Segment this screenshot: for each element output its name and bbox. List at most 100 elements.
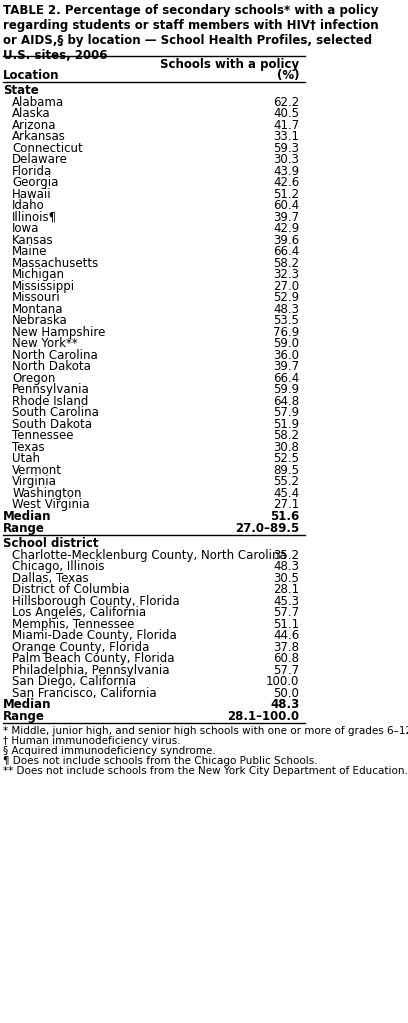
Text: ¶ Does not include schools from the Chicago Public Schools.: ¶ Does not include schools from the Chic… <box>3 756 318 766</box>
Text: 30.5: 30.5 <box>273 572 299 585</box>
Text: 66.4: 66.4 <box>273 246 299 259</box>
Text: Alaska: Alaska <box>12 107 51 121</box>
Text: Orange County, Florida: Orange County, Florida <box>12 641 150 654</box>
Text: 33.1: 33.1 <box>273 131 299 143</box>
Text: 44.6: 44.6 <box>273 629 299 642</box>
Text: West Virginia: West Virginia <box>12 498 90 512</box>
Text: 48.3: 48.3 <box>273 561 299 574</box>
Text: Median: Median <box>3 699 51 712</box>
Text: 60.4: 60.4 <box>273 199 299 213</box>
Text: 100.0: 100.0 <box>266 675 299 688</box>
Text: 59.3: 59.3 <box>273 142 299 155</box>
Text: Philadelphia, Pennsylvania: Philadelphia, Pennsylvania <box>12 664 170 677</box>
Text: Dallas, Texas: Dallas, Texas <box>12 572 89 585</box>
Text: 39.6: 39.6 <box>273 234 299 247</box>
Text: Miami-Dade County, Florida: Miami-Dade County, Florida <box>12 629 177 642</box>
Text: San Diego, California: San Diego, California <box>12 675 136 688</box>
Text: Tennessee: Tennessee <box>12 430 74 443</box>
Text: 27.0–89.5: 27.0–89.5 <box>235 522 299 535</box>
Text: 37.8: 37.8 <box>273 641 299 654</box>
Text: New Hampshire: New Hampshire <box>12 326 106 339</box>
Text: New York**: New York** <box>12 338 78 351</box>
Text: Florida: Florida <box>12 165 53 178</box>
Text: Connecticut: Connecticut <box>12 142 83 155</box>
Text: Washington: Washington <box>12 487 82 500</box>
Text: 64.8: 64.8 <box>273 395 299 408</box>
Text: Charlotte-Mecklenburg County, North Carolina: Charlotte-Mecklenburg County, North Caro… <box>12 549 287 562</box>
Text: Kansas: Kansas <box>12 234 54 247</box>
Text: Oregon: Oregon <box>12 372 56 385</box>
Text: 66.4: 66.4 <box>273 372 299 385</box>
Text: Hawaii: Hawaii <box>12 188 52 201</box>
Text: 30.3: 30.3 <box>273 153 299 167</box>
Text: Vermont: Vermont <box>12 464 62 477</box>
Text: Massachusetts: Massachusetts <box>12 257 100 270</box>
Text: 52.5: 52.5 <box>273 452 299 465</box>
Text: 89.5: 89.5 <box>273 464 299 477</box>
Text: Palm Beach County, Florida: Palm Beach County, Florida <box>12 653 175 666</box>
Text: 62.2: 62.2 <box>273 96 299 109</box>
Text: 30.8: 30.8 <box>273 441 299 454</box>
Text: 28.1: 28.1 <box>273 583 299 596</box>
Text: School district: School district <box>3 537 99 550</box>
Text: 59.9: 59.9 <box>273 384 299 397</box>
Text: Pennsylvania: Pennsylvania <box>12 384 90 397</box>
Text: Los Angeles, California: Los Angeles, California <box>12 607 146 620</box>
Text: 48.3: 48.3 <box>270 699 299 712</box>
Text: 57.9: 57.9 <box>273 406 299 419</box>
Text: Arkansas: Arkansas <box>12 131 66 143</box>
Text: 41.7: 41.7 <box>273 119 299 132</box>
Text: South Carolina: South Carolina <box>12 406 99 419</box>
Text: 51.2: 51.2 <box>273 188 299 201</box>
Text: 28.1–100.0: 28.1–100.0 <box>227 711 299 723</box>
Text: * Middle, junior high, and senior high schools with one or more of grades 6–12.: * Middle, junior high, and senior high s… <box>3 726 408 737</box>
Text: South Dakota: South Dakota <box>12 418 92 431</box>
Text: (%): (%) <box>277 69 299 82</box>
Text: State: State <box>3 84 39 97</box>
Text: Virginia: Virginia <box>12 476 57 489</box>
Text: 39.7: 39.7 <box>273 360 299 373</box>
Text: 51.9: 51.9 <box>273 418 299 431</box>
Text: Location: Location <box>3 69 60 82</box>
Text: 45.3: 45.3 <box>273 595 299 608</box>
Text: Texas: Texas <box>12 441 45 454</box>
Text: Range: Range <box>3 711 45 723</box>
Text: † Human immunodeficiency virus.: † Human immunodeficiency virus. <box>3 737 181 747</box>
Text: 27.1: 27.1 <box>273 498 299 512</box>
Text: Rhode Island: Rhode Island <box>12 395 89 408</box>
Text: 58.2: 58.2 <box>273 257 299 270</box>
Text: Missouri: Missouri <box>12 292 61 305</box>
Text: Utah: Utah <box>12 452 40 465</box>
Text: 43.9: 43.9 <box>273 165 299 178</box>
Text: 42.6: 42.6 <box>273 177 299 189</box>
Text: TABLE 2. Percentage of secondary schools* with a policy
regarding students or st: TABLE 2. Percentage of secondary schools… <box>3 4 379 62</box>
Text: Mississippi: Mississippi <box>12 280 75 293</box>
Text: 57.7: 57.7 <box>273 607 299 620</box>
Text: 42.9: 42.9 <box>273 222 299 235</box>
Text: Alabama: Alabama <box>12 96 64 109</box>
Text: North Carolina: North Carolina <box>12 349 98 362</box>
Text: 40.5: 40.5 <box>273 107 299 121</box>
Text: 45.4: 45.4 <box>273 487 299 500</box>
Text: Arizona: Arizona <box>12 119 57 132</box>
Text: Maine: Maine <box>12 246 48 259</box>
Text: North Dakota: North Dakota <box>12 360 91 373</box>
Text: Georgia: Georgia <box>12 177 59 189</box>
Text: 76.9: 76.9 <box>273 326 299 339</box>
Text: Memphis, Tennessee: Memphis, Tennessee <box>12 618 135 631</box>
Text: 39.7: 39.7 <box>273 211 299 224</box>
Text: Montana: Montana <box>12 303 64 316</box>
Text: 51.6: 51.6 <box>270 510 299 523</box>
Text: Schools with a policy: Schools with a policy <box>160 58 299 71</box>
Text: District of Columbia: District of Columbia <box>12 583 130 596</box>
Text: 57.7: 57.7 <box>273 664 299 677</box>
Text: 60.8: 60.8 <box>273 653 299 666</box>
Text: 58.2: 58.2 <box>273 430 299 443</box>
Text: 27.0: 27.0 <box>273 280 299 293</box>
Text: § Acquired immunodeficiency syndrome.: § Acquired immunodeficiency syndrome. <box>3 747 216 756</box>
Text: 59.0: 59.0 <box>273 338 299 351</box>
Text: Michigan: Michigan <box>12 268 65 281</box>
Text: 52.9: 52.9 <box>273 292 299 305</box>
Text: 50.0: 50.0 <box>273 687 299 700</box>
Text: 32.3: 32.3 <box>273 268 299 281</box>
